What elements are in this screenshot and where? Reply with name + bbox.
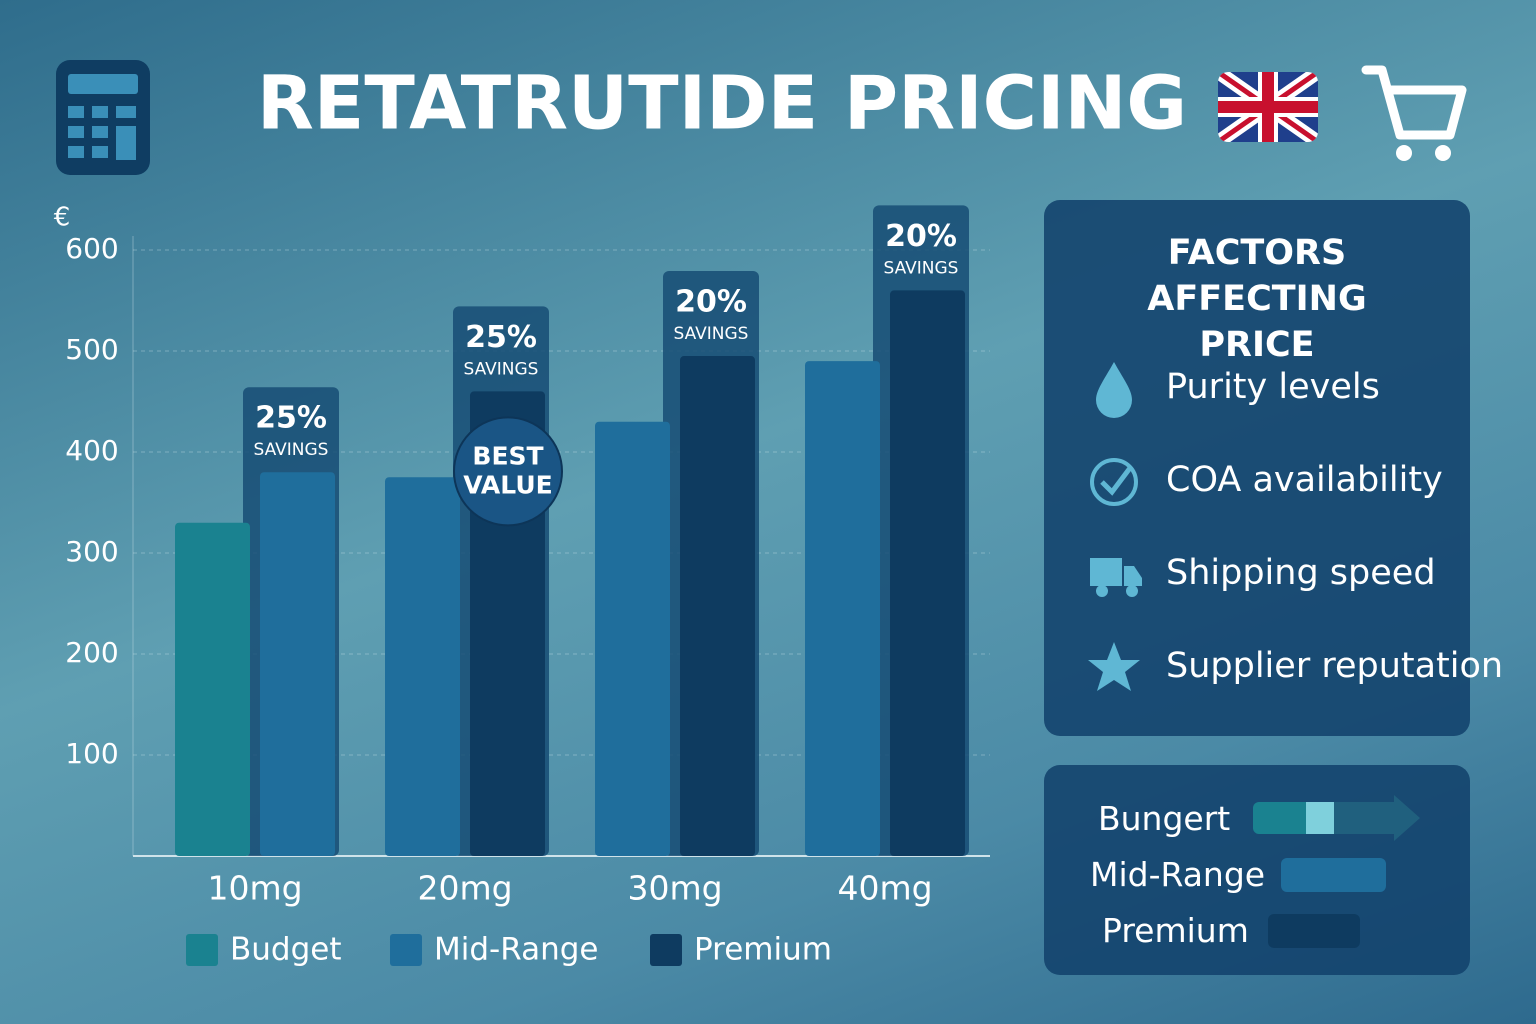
factor-item: COA availability [1166,460,1443,500]
savings-value: 25% [465,320,537,355]
legend-swatch [186,934,218,966]
swatch [1268,914,1360,948]
x-tick-label: 40mg [837,869,932,908]
bar [805,361,880,856]
y-tick-label: 600 [65,232,118,265]
savings-text: SAVINGS [674,324,749,344]
savings-value: 20% [885,219,957,254]
savings-text: SAVINGS [464,359,539,379]
factor-item: Purity levels [1166,367,1380,407]
chart-title: RETATRUTIDE PRICING [257,61,1187,147]
side-legend-label: Premium [1102,911,1249,950]
savings-value: 20% [675,285,747,320]
bar [175,522,250,856]
legend-label: Mid-Range [434,932,598,968]
calculator-icon [56,60,150,175]
bar [890,290,965,856]
x-tick-label: 30mg [627,869,722,908]
badge [453,416,563,527]
bar [680,356,755,856]
legend-label: Premium [694,932,832,968]
legend-label: Budget [230,932,342,968]
factor-item: Shipping speed [1166,553,1436,593]
check-icon [1090,458,1138,506]
uk-flag-icon [1218,72,1318,142]
star-icon [1088,642,1140,691]
swatch-arrow [1334,795,1420,841]
swatch [1306,802,1334,834]
side-legend-swatches [1253,795,1420,948]
y-tick-label: 400 [65,434,118,467]
y-tick-label: 200 [65,636,118,669]
y-tick-label: 300 [65,535,118,568]
x-tick-label: 10mg [207,869,302,908]
badge-text: VALUE [463,470,552,499]
x-tick-label: 20mg [417,869,512,908]
factors-panel: FACTORS AFFECTING PRICE Purity levels COA… [1044,200,1503,736]
y-tick-label: 100 [65,737,118,770]
savings-text: SAVINGS [254,440,329,460]
side-legend-label: Bungert [1098,799,1231,838]
cart-icon [1361,65,1467,161]
legend-swatch [390,934,422,966]
factors-title: FACTORS AFFECTING PRICE [1147,233,1367,365]
drop-icon [1096,362,1132,418]
swatch [1281,858,1386,892]
y-tick-label: 500 [65,333,118,366]
savings-text: SAVINGS [884,258,959,278]
y-axis-unit: € [54,203,71,233]
bar [385,477,460,856]
badge-text: BEST [472,441,543,470]
side-legend-panel: Bungert Mid-Range Premium [1044,765,1470,975]
factor-icons [1088,362,1142,691]
factor-item: Supplier reputation [1166,646,1504,686]
legend-swatch [650,934,682,966]
truck-icon [1090,558,1142,597]
bar [260,472,335,856]
bar [595,421,670,856]
side-legend-label: Mid-Range [1090,855,1266,894]
savings-value: 25% [255,401,327,436]
